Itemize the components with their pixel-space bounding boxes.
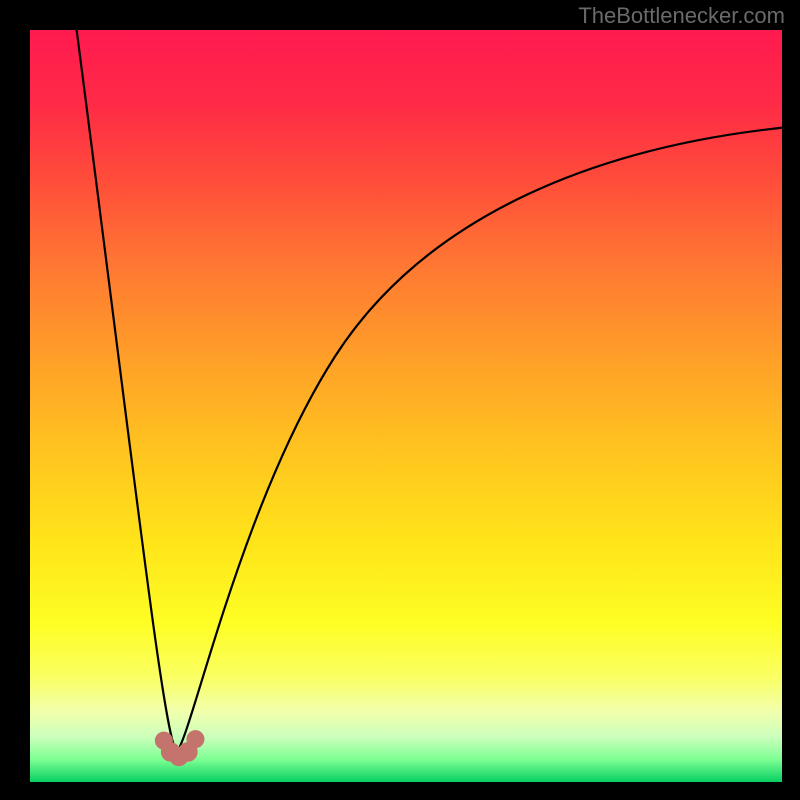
chart-root: TheBottlenecker.com bbox=[0, 0, 800, 800]
trough-marker-dot bbox=[186, 730, 204, 748]
bottleneck-curve-chart bbox=[0, 0, 800, 800]
watermark-text: TheBottlenecker.com bbox=[578, 3, 785, 29]
gradient-background bbox=[30, 30, 782, 782]
